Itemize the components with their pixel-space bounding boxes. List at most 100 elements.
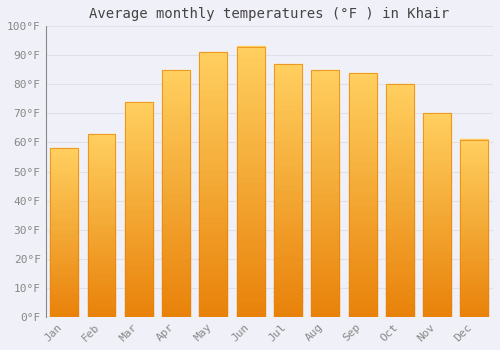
Bar bbox=[200, 52, 228, 58]
Bar bbox=[200, 295, 228, 301]
Bar bbox=[200, 147, 228, 153]
Bar bbox=[274, 145, 302, 150]
Bar bbox=[125, 270, 153, 274]
Bar bbox=[348, 126, 376, 131]
Bar bbox=[274, 296, 302, 302]
Bar bbox=[125, 300, 153, 304]
Bar bbox=[162, 193, 190, 198]
Bar bbox=[162, 104, 190, 109]
Bar bbox=[386, 215, 414, 219]
Bar bbox=[88, 210, 116, 214]
Bar bbox=[50, 216, 78, 219]
Bar bbox=[162, 292, 190, 297]
Bar bbox=[460, 178, 488, 182]
Bar bbox=[162, 188, 190, 193]
Bar bbox=[460, 157, 488, 161]
Bar bbox=[312, 129, 339, 134]
Bar bbox=[200, 216, 228, 222]
Bar bbox=[312, 70, 339, 75]
Bar bbox=[423, 162, 451, 166]
Bar bbox=[236, 100, 264, 106]
Bar bbox=[423, 207, 451, 211]
Bar bbox=[274, 292, 302, 296]
Bar bbox=[312, 292, 339, 297]
Bar bbox=[88, 313, 116, 317]
Bar bbox=[236, 193, 264, 198]
Bar bbox=[348, 82, 376, 88]
Bar bbox=[50, 239, 78, 243]
Bar bbox=[50, 286, 78, 290]
Bar bbox=[274, 104, 302, 110]
Bar bbox=[162, 129, 190, 134]
Bar bbox=[50, 246, 78, 250]
Bar bbox=[200, 195, 228, 201]
Bar bbox=[125, 231, 153, 235]
Bar bbox=[125, 248, 153, 252]
Bar bbox=[162, 297, 190, 302]
Bar bbox=[125, 287, 153, 291]
Bar bbox=[348, 248, 376, 253]
Bar bbox=[312, 114, 339, 119]
Bar bbox=[125, 209, 153, 214]
Bar bbox=[50, 266, 78, 270]
Bar bbox=[125, 192, 153, 196]
Bar bbox=[50, 168, 78, 172]
Bar bbox=[386, 84, 414, 89]
Bar bbox=[423, 199, 451, 203]
Bar bbox=[162, 149, 190, 154]
Bar bbox=[162, 94, 190, 99]
Bar bbox=[50, 222, 78, 226]
Bar bbox=[200, 74, 228, 79]
Bar bbox=[88, 298, 116, 302]
Bar bbox=[236, 47, 264, 317]
Bar bbox=[460, 309, 488, 313]
Bar bbox=[312, 277, 339, 282]
Bar bbox=[312, 119, 339, 124]
Bar bbox=[125, 136, 153, 140]
Bar bbox=[50, 219, 78, 223]
Bar bbox=[50, 189, 78, 192]
Bar bbox=[460, 221, 488, 225]
Bar bbox=[312, 144, 339, 149]
Bar bbox=[460, 292, 488, 295]
Bar bbox=[50, 202, 78, 205]
Bar bbox=[386, 279, 414, 284]
Bar bbox=[236, 68, 264, 74]
Bar bbox=[386, 107, 414, 112]
Bar bbox=[274, 69, 302, 74]
Bar bbox=[386, 173, 414, 177]
Bar bbox=[88, 159, 116, 163]
Bar bbox=[348, 195, 376, 200]
Bar bbox=[50, 185, 78, 189]
Bar bbox=[274, 286, 302, 292]
Bar bbox=[274, 155, 302, 160]
Bar bbox=[125, 102, 153, 317]
Bar bbox=[125, 261, 153, 265]
Bar bbox=[460, 175, 488, 178]
Bar bbox=[312, 267, 339, 272]
Bar bbox=[125, 282, 153, 287]
Bar bbox=[162, 203, 190, 208]
Bar bbox=[312, 243, 339, 248]
Bar bbox=[88, 244, 116, 247]
Bar bbox=[423, 300, 451, 304]
Bar bbox=[88, 262, 116, 266]
Bar bbox=[274, 312, 302, 317]
Bar bbox=[200, 227, 228, 232]
Bar bbox=[386, 187, 414, 191]
Bar bbox=[125, 175, 153, 179]
Bar bbox=[50, 280, 78, 283]
Bar bbox=[162, 154, 190, 159]
Bar bbox=[88, 240, 116, 244]
Bar bbox=[274, 195, 302, 201]
Bar bbox=[200, 158, 228, 163]
Bar bbox=[50, 253, 78, 256]
Bar bbox=[348, 107, 376, 112]
Bar bbox=[423, 126, 451, 130]
Title: Average monthly temperatures (°F ) in Khair: Average monthly temperatures (°F ) in Kh… bbox=[89, 7, 450, 21]
Bar bbox=[386, 135, 414, 140]
Bar bbox=[386, 219, 414, 224]
Bar bbox=[200, 89, 228, 95]
Bar bbox=[423, 308, 451, 313]
Bar bbox=[460, 306, 488, 310]
